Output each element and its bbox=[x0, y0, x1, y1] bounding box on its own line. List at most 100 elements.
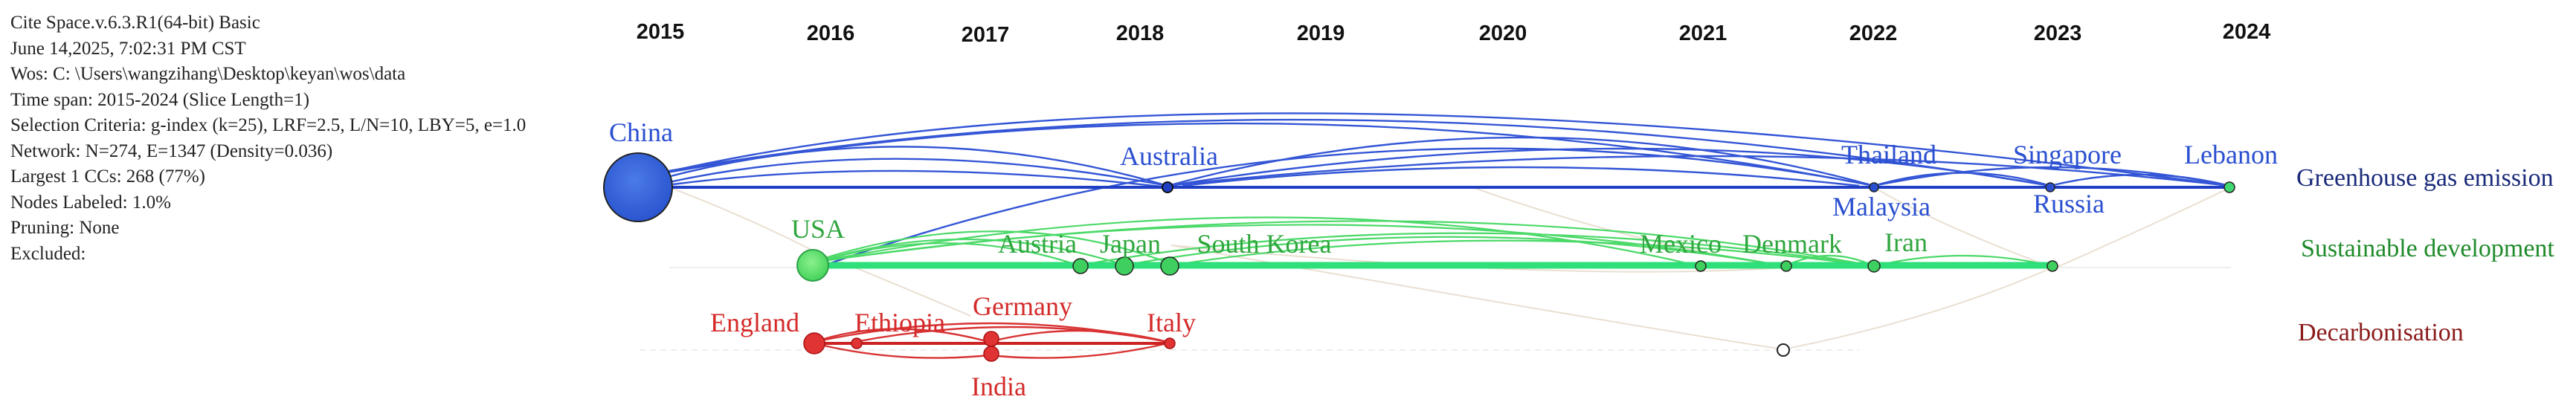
node-label: Malaysia bbox=[1832, 192, 1931, 221]
info-excluded: Excluded: bbox=[10, 243, 86, 264]
node-italy[interactable] bbox=[1164, 337, 1176, 349]
year-label: 2024 bbox=[2223, 20, 2271, 44]
link bbox=[1171, 245, 1784, 350]
node-label: Lebanon bbox=[2184, 140, 2278, 169]
link bbox=[1122, 236, 1786, 268]
link bbox=[988, 342, 1168, 359]
link bbox=[669, 158, 1168, 187]
link bbox=[672, 169, 1168, 189]
year-label: 2020 bbox=[1479, 22, 1527, 45]
node-label: Japan bbox=[1100, 229, 1161, 259]
node-mexico[interactable] bbox=[1695, 260, 1707, 272]
link bbox=[817, 220, 1875, 268]
year-label: 2016 bbox=[807, 22, 855, 45]
link bbox=[1472, 187, 1786, 267]
year-label: 2022 bbox=[1849, 22, 1898, 45]
node-germany[interactable] bbox=[983, 331, 999, 347]
node-austria[interactable] bbox=[1072, 258, 1089, 274]
link bbox=[1078, 232, 1875, 268]
cluster-label-greenhouse: Greenhouse gas emission bbox=[2296, 164, 2554, 192]
link bbox=[988, 329, 1168, 343]
link bbox=[1873, 187, 2053, 268]
node-denmark[interactable] bbox=[1780, 260, 1792, 272]
node-label: China bbox=[609, 117, 673, 147]
node-australia[interactable] bbox=[1162, 181, 1173, 193]
link bbox=[1167, 155, 2230, 187]
link bbox=[817, 238, 1124, 266]
link bbox=[1167, 147, 2051, 187]
link bbox=[1171, 245, 1786, 273]
info-source: Wos: C: \Users\wangzihang\Desktop\keyan\… bbox=[10, 64, 406, 84]
node-label: Singapore bbox=[2013, 140, 2122, 169]
year-label: 2019 bbox=[1297, 22, 1345, 45]
node-china[interactable] bbox=[603, 152, 673, 222]
greenhouse-labels: China Australia Thailand Malaysia Singap… bbox=[609, 117, 2278, 221]
node-label: USA bbox=[791, 214, 845, 244]
node-label: Iran bbox=[1884, 227, 1928, 257]
link bbox=[2049, 173, 2230, 187]
node-india[interactable] bbox=[983, 346, 999, 362]
node[interactable] bbox=[1777, 343, 1790, 357]
info-pruning: Pruning: None bbox=[10, 218, 120, 238]
link bbox=[1182, 166, 1860, 187]
node-south-korea[interactable] bbox=[1160, 256, 1179, 276]
link bbox=[1873, 172, 2051, 187]
info-largest-cc: Largest 1 CCs: 268 (77%) bbox=[10, 166, 206, 187]
node-japan[interactable] bbox=[1115, 256, 1134, 276]
node-label: Australia bbox=[1120, 141, 1218, 171]
link bbox=[639, 112, 2230, 187]
node-iran[interactable] bbox=[1867, 259, 1881, 273]
link bbox=[854, 326, 1168, 343]
node-label: Thailand bbox=[1841, 140, 1936, 169]
cluster-label-decarbonisation: Decarbonisation bbox=[2298, 319, 2464, 346]
greenhouse-nodes bbox=[603, 152, 2235, 222]
link bbox=[669, 187, 815, 252]
link bbox=[661, 146, 1168, 187]
year-label: 2017 bbox=[962, 23, 1010, 47]
link bbox=[646, 118, 2051, 187]
year-label: 2021 bbox=[1679, 22, 1727, 45]
decarbonisation-labels: England Ethiopia Germany India Italy bbox=[710, 291, 1196, 401]
node-label: Russia bbox=[2033, 189, 2105, 219]
info-nodes-labeled: Nodes Labeled: 1.0% bbox=[10, 192, 171, 213]
year-label: 2015 bbox=[637, 20, 685, 44]
info-software: Cite Space.v.6.3.R1(64-bit) Basic bbox=[10, 13, 260, 33]
info-panel: Cite Space.v.6.3.R1(64-bit) Basic June 1… bbox=[10, 10, 590, 267]
node-label: Mexico bbox=[1640, 229, 1722, 259]
node-label: Denmark bbox=[1742, 229, 1842, 259]
link bbox=[817, 147, 1875, 269]
decarbonisation-arcs bbox=[814, 322, 1168, 359]
node-thailand[interactable] bbox=[1869, 182, 1879, 192]
info-timespan: Time span: 2015-2024 (Slice Length=1) bbox=[10, 89, 310, 110]
link bbox=[1167, 136, 1875, 187]
node-label: Italy bbox=[1147, 308, 1196, 337]
greenhouse-arcs bbox=[639, 112, 2230, 269]
link bbox=[1171, 239, 1875, 268]
year-axis: 2015 2016 2017 2018 2019 2020 2021 2022 … bbox=[637, 20, 2271, 47]
year-label: 2018 bbox=[1116, 22, 1165, 45]
node[interactable] bbox=[2047, 260, 2058, 272]
cluster-labels: Greenhouse gas emission Sustainable deve… bbox=[2296, 164, 2554, 346]
node-england[interactable] bbox=[803, 332, 825, 355]
cluster-label-sustainable: Sustainable development bbox=[2301, 235, 2554, 262]
link bbox=[1873, 254, 2053, 268]
link bbox=[654, 122, 1875, 187]
node-label: England bbox=[710, 308, 799, 337]
node-singapore[interactable] bbox=[2045, 182, 2055, 192]
year-label: 2023 bbox=[2034, 22, 2082, 45]
link bbox=[817, 242, 1079, 267]
link bbox=[2055, 187, 2232, 268]
node-usa[interactable] bbox=[796, 249, 829, 282]
node-ethiopia[interactable] bbox=[851, 337, 863, 349]
node-label: Ethiopia bbox=[854, 308, 945, 337]
decarbonisation-nodes bbox=[803, 331, 1790, 362]
node-label: India bbox=[971, 372, 1026, 401]
sustainable-arcs bbox=[817, 216, 2053, 268]
node-label: Austria bbox=[998, 229, 1077, 259]
node-label: Germany bbox=[973, 291, 1072, 321]
sustainable-labels: USA Austria Japan South Korea Mexico Den… bbox=[791, 214, 1928, 259]
sustainable-nodes bbox=[796, 249, 2058, 282]
link bbox=[814, 342, 990, 359]
node-lebanon[interactable] bbox=[2224, 181, 2235, 193]
